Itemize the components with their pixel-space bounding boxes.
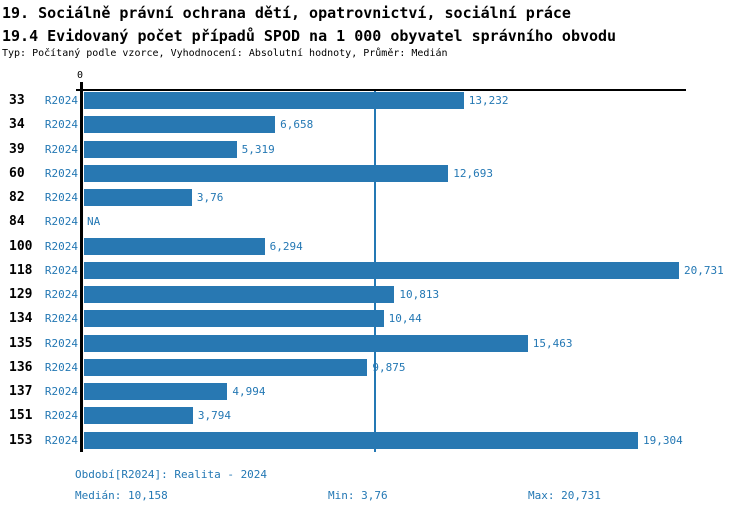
chart-subtitle: Typ: Počítaný podle vzorce, Vyhodnocení:… (2, 48, 448, 59)
row-period-label: R2024 (44, 336, 78, 350)
chart-row: 60 R2024 12,693 (0, 164, 750, 182)
chart-row: 100 R2024 6,294 (0, 237, 750, 255)
median-stat-label: Medián: 10,158 (75, 489, 168, 502)
row-code-label: 39 (9, 141, 25, 157)
row-code-label: 34 (9, 117, 25, 133)
row-code-label: 153 (9, 432, 33, 448)
bar (84, 116, 276, 134)
bar-value-label: 4,994 (232, 385, 266, 398)
row-period-label: R2024 (44, 288, 78, 301)
row-period-label: R2024 (44, 385, 78, 398)
bar (84, 237, 265, 255)
row-code-label: 151 (9, 408, 33, 424)
min-stat-label: Min: 3,76 (328, 489, 388, 502)
row-code-label: 82 (9, 190, 25, 205)
chart-row: 153 R2024 19,304 (0, 431, 750, 449)
bar (84, 358, 368, 376)
row-code-label: 84 (9, 214, 25, 230)
row-period-label: R2024 (44, 312, 78, 326)
bar (84, 407, 193, 425)
bar-value-label: 20,731 (684, 263, 724, 277)
period-legend: Období[R2024]: Realita - 2024 (75, 468, 268, 481)
row-code-label: 136 (9, 359, 33, 375)
chart-row: 34 R2024 6,658 (0, 116, 750, 134)
bar-value-label: 9,875 (372, 360, 406, 374)
page-title: 19. Sociálně právní ochrana dětí, opatro… (2, 4, 571, 22)
bar (84, 92, 464, 109)
x-axis-zero-tick-label: 0 (76, 70, 84, 81)
row-code-label: 129 (9, 287, 33, 302)
bar (84, 140, 237, 158)
bar (84, 261, 679, 279)
bar (84, 286, 395, 303)
chart-row: 84 R2024 NA (0, 213, 750, 230)
bar (84, 431, 639, 449)
chart-row: 137 R2024 4,994 (0, 383, 750, 400)
bar (84, 383, 228, 400)
bar-value-label: 19,304 (643, 433, 683, 447)
row-period-label: R2024 (44, 433, 78, 447)
chart-row: 134 R2024 10,44 (0, 310, 750, 328)
chart-row: 129 R2024 10,813 (0, 286, 750, 303)
row-period-label: R2024 (44, 118, 78, 132)
row-period-label: R2024 (44, 94, 78, 107)
bar-value-label: 6,658 (280, 118, 314, 132)
row-code-label: 100 (9, 238, 33, 254)
row-period-label: R2024 (44, 409, 78, 423)
row-code-label: 137 (9, 384, 33, 399)
row-period-label: R2024 (44, 191, 78, 204)
bar (84, 189, 192, 206)
max-stat-label: Max: 20,731 (528, 489, 601, 502)
row-period-label: R2024 (44, 215, 78, 229)
y-axis-line (80, 82, 83, 452)
chart-row: 135 R2024 15,463 (0, 334, 750, 352)
bar (84, 164, 449, 182)
bar-value-label: NA (87, 215, 101, 229)
bar-value-label: 5,319 (241, 142, 275, 156)
chart-row: 82 R2024 3,76 (0, 189, 750, 206)
chart-row: 151 R2024 3,794 (0, 407, 750, 425)
row-code-label: 60 (9, 165, 25, 181)
chart-row: 33 R2024 13,232 (0, 92, 750, 109)
row-period-label: R2024 (44, 360, 78, 374)
chart-row: 136 R2024 9,875 (0, 358, 750, 376)
bar (84, 310, 384, 328)
row-code-label: 134 (9, 311, 33, 327)
bar-value-label: 3,794 (197, 409, 232, 423)
row-code-label: 135 (9, 335, 33, 351)
row-code-label: 33 (9, 93, 25, 108)
x-axis-line (76, 89, 686, 91)
bar-value-label: 3,76 (196, 191, 224, 204)
row-code-label: 118 (9, 262, 33, 278)
bar-value-label: 13,232 (468, 94, 509, 107)
bar-value-label: 10,44 (388, 312, 422, 326)
bar (84, 334, 528, 352)
bar-value-label: 10,813 (399, 288, 440, 301)
row-period-label: R2024 (44, 239, 78, 253)
bar-value-label: 15,463 (532, 336, 573, 350)
chart-row: 118 R2024 20,731 (0, 261, 750, 279)
chart-row: 39 R2024 5,319 (0, 140, 750, 158)
row-period-label: R2024 (44, 142, 78, 156)
bar-value-label: 6,294 (269, 239, 303, 253)
chart-title: 19.4 Evidovaný počet případů SPOD na 1 0… (2, 27, 617, 45)
row-period-label: R2024 (44, 263, 78, 277)
row-period-label: R2024 (44, 166, 78, 180)
bar-value-label: 12,693 (453, 166, 494, 180)
